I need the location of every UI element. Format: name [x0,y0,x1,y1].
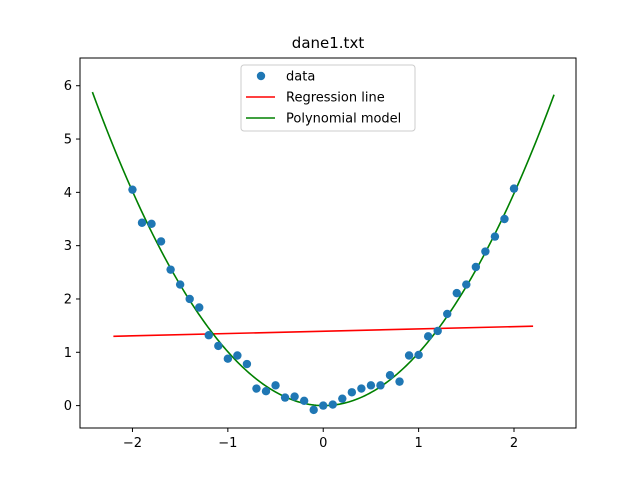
data-point [299,396,309,406]
data-point [481,247,490,256]
data-point [376,381,385,390]
data-point [452,288,461,298]
y-tick-label: 6 [64,79,72,94]
data-point [214,341,223,351]
x-tick-label: 2 [510,436,518,451]
data-point [261,387,271,396]
plot-clip-group [91,91,555,415]
data-point [471,262,481,272]
data-point [233,351,242,360]
data-point [385,371,395,380]
x-axis: −2 −1 0 1 2 [123,428,518,451]
data-point [357,384,366,393]
data-point [166,265,175,274]
data-point [128,185,137,194]
data-point [271,381,280,390]
x-tick-label: −2 [123,436,142,451]
data-point [137,218,147,227]
data-point [395,377,404,386]
y-tick-label: 4 [64,186,72,201]
y-tick-label: 5 [64,133,72,148]
data-point [490,232,500,241]
data-point [500,214,509,224]
data-point [195,303,204,312]
data-point [338,394,347,403]
data-point [433,326,442,336]
data-point [156,237,166,246]
data-point [309,405,318,415]
axes-frame [79,57,577,429]
data-point [204,331,213,340]
y-tick-label: 3 [64,239,72,254]
y-axis: 0 1 2 3 4 5 6 [64,79,80,414]
data-point [443,309,452,319]
legend-box [240,64,416,132]
plot-area [91,91,555,415]
data-point [223,354,233,363]
y-tick-label: 1 [64,346,72,361]
data-point [509,184,519,193]
legend: data Regression line Polynomial model [240,64,416,132]
x-tick-label: 1 [414,436,422,451]
data-point [185,294,194,304]
data-point [175,280,185,289]
y-tick-label: 0 [64,399,72,414]
legend-label: Regression line [286,91,385,106]
legend-marker-data [256,71,266,81]
chart-title: dane1.txt [292,34,365,52]
legend-label: Polynomial model [286,112,401,127]
y-tick-label: 2 [64,292,72,307]
legend-label: data [286,70,315,85]
data-point [290,392,299,401]
x-tick-label: −1 [218,436,237,451]
data-point [280,393,290,402]
data-point [414,350,423,360]
data-point [423,332,433,341]
data-point [366,381,376,390]
data-point [147,219,156,229]
data-point [252,384,261,393]
data-point [347,388,357,397]
data-point [404,351,414,360]
data-point [242,359,252,369]
data-point [462,280,471,289]
x-tick-label: 0 [319,436,327,451]
regression-line [113,325,534,338]
data-point [328,400,337,409]
data-point [319,401,328,410]
